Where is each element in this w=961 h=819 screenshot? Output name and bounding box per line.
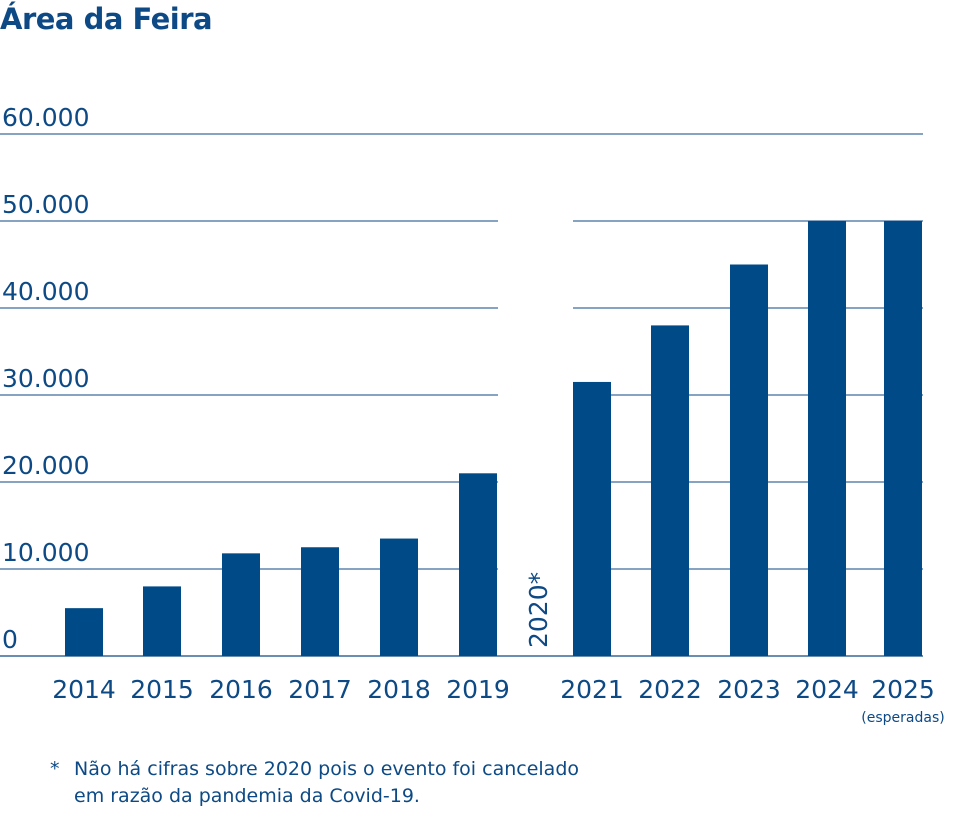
bar [459, 473, 497, 656]
bar [380, 538, 418, 656]
bar [65, 608, 103, 656]
expected-note: (esperadas) [861, 710, 944, 726]
y-tick-label: 30.000 [2, 364, 89, 393]
y-tick-label: 10.000 [2, 538, 89, 567]
bar [884, 221, 922, 656]
bar [730, 264, 768, 656]
gap-year-label: 2020* [524, 572, 553, 648]
x-tick-label: 2015 [130, 675, 194, 704]
x-tick-label: 2022 [638, 675, 702, 704]
x-tick-label: 2018 [367, 675, 431, 704]
x-tick-label: 2021 [560, 675, 624, 704]
footnote: * Não há cifras sobre 2020 pois o evento… [50, 756, 579, 810]
x-tick-label: 2016 [209, 675, 273, 704]
x-tick-label: 2024 [795, 675, 859, 704]
footnote-line-1: Não há cifras sobre 2020 pois o evento f… [74, 758, 580, 780]
x-tick-label: 2019 [446, 675, 510, 704]
bar [301, 547, 339, 656]
chart-title: Área da Feira [0, 2, 213, 36]
x-axis-ticks: 2014 2015 2016 2017 2018 2019 2021 2022 2023 2024… [52, 675, 935, 704]
x-tick-label: 2014 [52, 675, 116, 704]
bar [808, 221, 846, 656]
footnote-star: * [50, 758, 60, 780]
footnote-line-2: em razão da pandemia da Covid-19. [74, 785, 420, 807]
bar [143, 586, 181, 656]
y-axis-ticks: 0 10.000 20.000 30.000 40.000 50.000 60.000 [2, 103, 89, 654]
y-tick-label: 0 [2, 625, 18, 654]
x-tick-label: 2017 [288, 675, 352, 704]
y-tick-label: 60.000 [2, 103, 89, 132]
bar [651, 325, 689, 656]
bar [573, 381, 611, 656]
y-tick-label: 40.000 [2, 277, 89, 306]
y-tick-label: 20.000 [2, 451, 89, 480]
annotations: 2020* (esperadas) [524, 572, 945, 726]
bar [222, 553, 260, 656]
y-tick-label: 50.000 [2, 190, 89, 219]
x-tick-label: 2023 [717, 675, 781, 704]
bars [65, 221, 922, 656]
x-tick-label: 2025 [871, 675, 935, 704]
